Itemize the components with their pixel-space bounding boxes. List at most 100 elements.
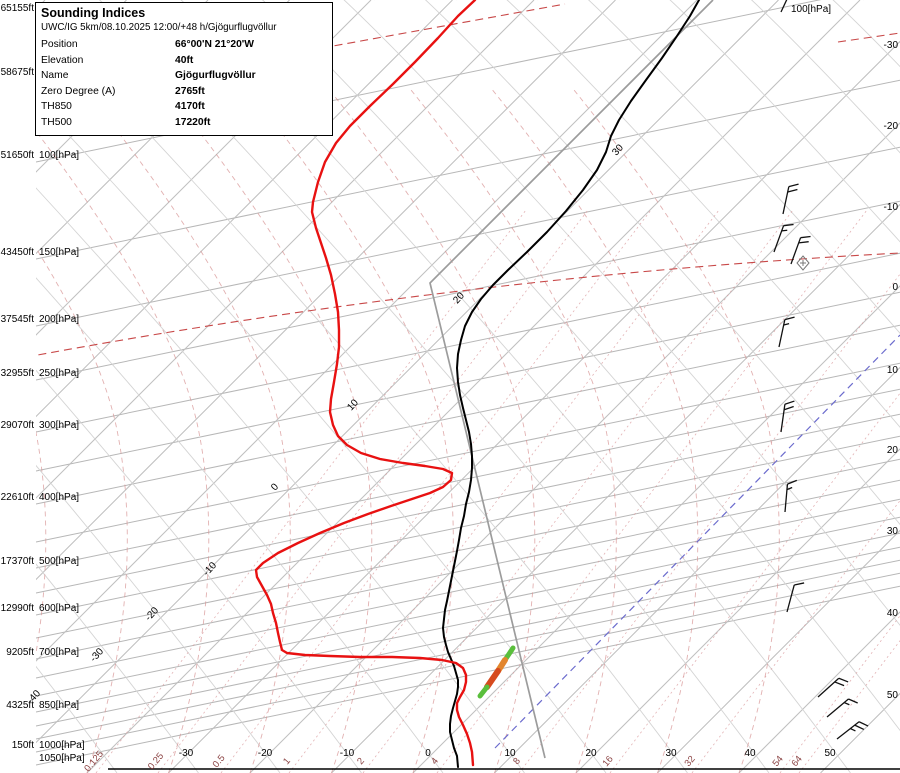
chart-label: -10 — [340, 748, 355, 759]
chart-label: 51650ft — [1, 150, 35, 161]
wind-barb — [778, 316, 795, 348]
indices-row-label: TH850 — [41, 101, 72, 113]
chart-label: 500[hPa] — [39, 556, 79, 567]
chart-label: 100[hPa] — [39, 150, 79, 161]
chart-label: 20 — [585, 748, 597, 759]
chart-label: 20 — [887, 445, 899, 456]
chart-label: 29070ft — [1, 420, 35, 431]
chart-label: 850[hPa] — [39, 700, 79, 711]
chart-label: -10 — [201, 560, 219, 578]
chart-label: 4325ft — [6, 700, 34, 711]
chart-label: -20 — [884, 121, 899, 132]
chart-label: 300[hPa] — [39, 420, 79, 431]
chart-label: 4 — [429, 756, 441, 767]
chart-label: 54 — [770, 754, 785, 769]
indices-row-value: Gjögurflugvöllur — [175, 70, 256, 82]
parcel-curve — [429, 0, 714, 759]
tropopause-marker — [796, 255, 810, 271]
chart-label: 0.125 — [82, 749, 106, 773]
chart-label: 8 — [511, 756, 523, 767]
wind-barb — [817, 677, 849, 698]
indices-row: Elevation 40ft — [41, 53, 327, 69]
chart-label: 37545ft — [1, 314, 35, 325]
indices-row-label: Position — [41, 39, 78, 50]
chart-label: 150[hPa] — [39, 247, 79, 258]
indices-row-label: Zero Degree (A) — [41, 85, 116, 97]
chart-label: -30 — [884, 40, 899, 51]
chart-label: 1050[hPa] — [39, 753, 85, 764]
wind-barb — [826, 698, 858, 718]
indices-row: Position 66°00'N 21°20'W — [41, 37, 327, 53]
chart-label: 20 — [451, 290, 467, 306]
wind-barb — [780, 0, 794, 13]
chart-label: 10 — [504, 748, 516, 759]
chart-label: 9205ft — [6, 647, 34, 658]
wind-barb — [790, 235, 811, 265]
chart-label: 64 — [789, 754, 804, 769]
wind-barb — [836, 721, 869, 740]
wind-barb — [773, 223, 794, 253]
temperature-curve — [442, 0, 700, 768]
chart-label: 1000[hPa] — [39, 740, 85, 751]
chart-label: 600[hPa] — [39, 603, 79, 614]
chart-label: 40 — [744, 748, 756, 759]
chart-label: 22610ft — [1, 492, 35, 503]
indices-table: Position 66°00'N 21°20'W Elevation 40ft Name… — [41, 37, 327, 131]
chart-label: 32955ft — [1, 368, 35, 379]
chart-label: 30 — [610, 142, 626, 158]
chart-label: 400[hPa] — [39, 492, 79, 503]
blue-dashed-line — [494, 334, 900, 749]
wind-barbs — [773, 0, 869, 740]
chart-label: 0 — [892, 282, 898, 293]
chart-label: 10 — [887, 365, 899, 376]
chart-label: 150ft — [12, 740, 34, 751]
chart-label: 30 — [665, 748, 677, 759]
chart-label: 0 — [425, 748, 431, 759]
chart-label: -20 — [258, 748, 273, 759]
dewpoint-curve — [254, 0, 477, 767]
indices-row-value: 66°00'N 21°20'W — [175, 39, 254, 50]
chart-label: -10 — [884, 202, 899, 213]
panel-subtitle: UWC/IG 5km/08.10.2025 12:00/+48 h/Gjögur… — [41, 22, 277, 33]
left-margin — [0, 0, 36, 773]
wind-barb — [782, 183, 799, 215]
level-marker — [477, 645, 516, 699]
chart-label: 700[hPa] — [39, 647, 79, 658]
chart-label: 65155ft — [1, 3, 35, 14]
sounding-indices-panel: Sounding Indices UWC/IG 5km/08.10.2025 1… — [35, 2, 333, 136]
chart-label: 10 — [345, 397, 361, 413]
indices-row-value: 4170ft — [175, 101, 205, 113]
indices-row: TH850 4170ft — [41, 99, 327, 115]
indices-row-value: 40ft — [175, 54, 194, 66]
indices-row: Zero Degree (A) 2765ft — [41, 84, 327, 100]
chart-label: 58675ft — [1, 67, 35, 78]
mixing-ratio-lines — [95, 209, 900, 773]
chart-label: 17370ft — [1, 556, 35, 567]
chart-label: 50 — [824, 748, 836, 759]
chart-label: 1 — [281, 756, 293, 767]
chart-label: 250[hPa] — [39, 368, 79, 379]
chart-label: 30 — [887, 526, 899, 537]
indices-row-label: Name — [41, 70, 69, 82]
chart-label: 50 — [887, 690, 899, 701]
chart-label: 12990ft — [1, 603, 35, 614]
chart-label: 40 — [887, 608, 899, 619]
chart-label: 100[hPa] — [791, 4, 831, 15]
indices-row-label: TH500 — [41, 116, 72, 128]
indices-row: Name Gjögurflugvöllur — [41, 68, 327, 84]
chart-label: 32 — [682, 754, 697, 769]
chart-label: -20 — [143, 605, 161, 623]
wind-barb — [780, 400, 795, 433]
chart-label: 16 — [600, 754, 615, 769]
chart-label: 2 — [355, 756, 367, 767]
chart-label: 200[hPa] — [39, 314, 79, 325]
chart-label: -30 — [179, 748, 194, 759]
indices-row-value: 2765ft — [175, 85, 205, 97]
chart-label: 0 — [269, 481, 281, 493]
wind-barb — [786, 582, 805, 613]
indices-row-label: Elevation — [41, 54, 84, 66]
indices-row: TH500 17220ft — [41, 115, 327, 131]
